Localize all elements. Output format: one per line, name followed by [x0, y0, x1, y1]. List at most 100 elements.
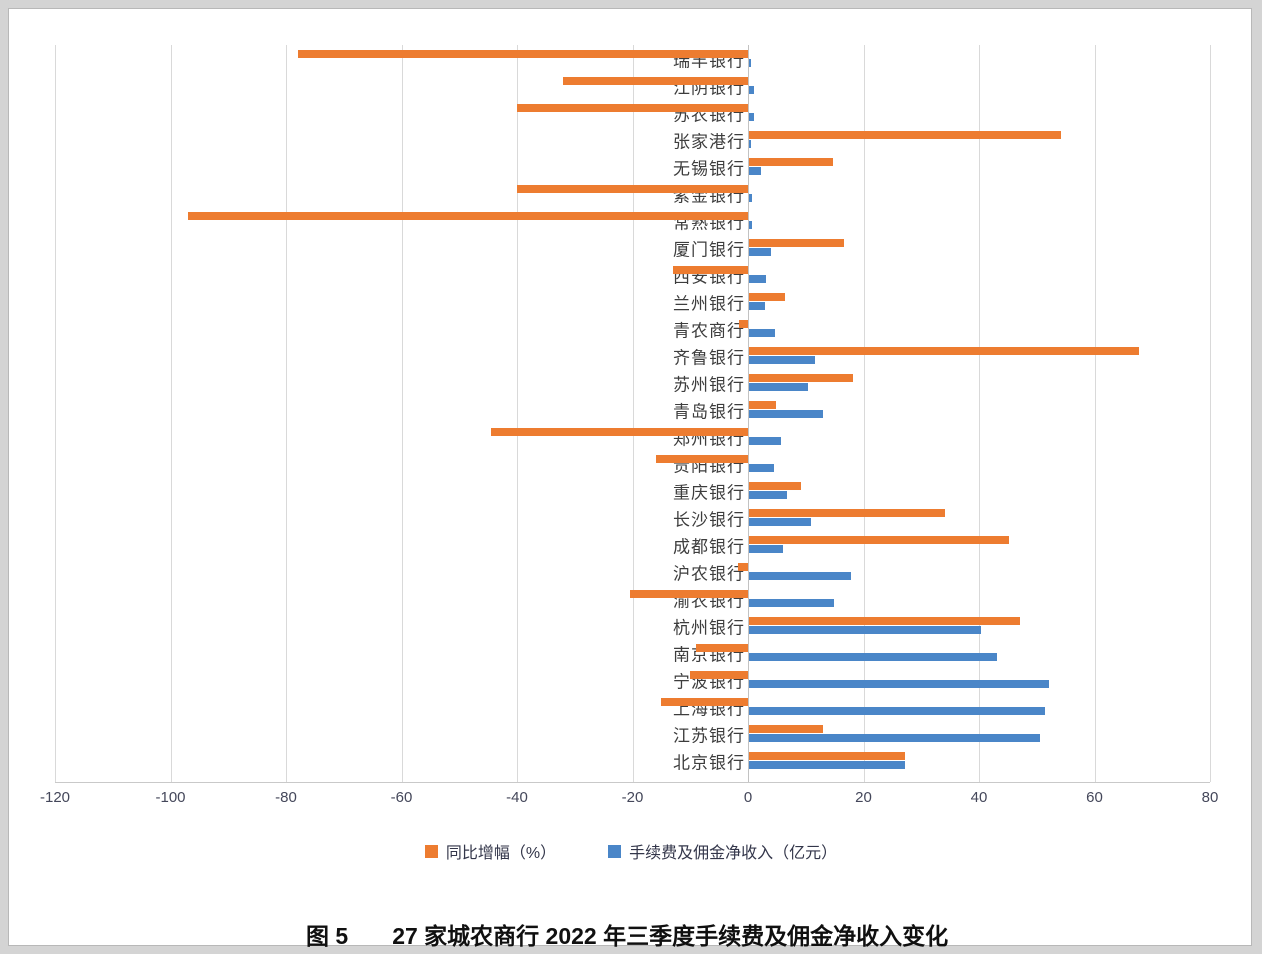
legend-swatch-growth-icon	[424, 844, 438, 858]
gridline	[170, 45, 172, 782]
bank-label: 北京银行	[673, 753, 745, 773]
income-bar	[749, 59, 751, 67]
growth-bar	[517, 185, 748, 193]
gridline	[863, 45, 865, 782]
growth-bar	[187, 212, 748, 220]
growth-bar	[655, 455, 748, 463]
gridline	[979, 45, 980, 782]
chart-legend: 同比增幅（%） 手续费及佣金净收入（亿元）	[9, 839, 1253, 863]
income-bar	[749, 518, 811, 526]
category-axis-line	[748, 45, 749, 782]
growth-bar	[749, 158, 833, 166]
growth-bar	[696, 644, 748, 652]
growth-bar	[297, 50, 748, 58]
gridline	[55, 45, 56, 782]
x-axis-tick-label: 0	[743, 789, 753, 806]
bank-label: 张家港行	[673, 132, 745, 152]
growth-bar	[749, 374, 853, 382]
income-bar	[749, 464, 774, 472]
x-axis-tick-label: 60	[1086, 789, 1103, 806]
bank-label: 齐鲁银行	[673, 348, 745, 368]
income-bar	[749, 113, 755, 121]
bank-label: 厦门银行	[673, 240, 745, 260]
income-bar	[749, 572, 852, 580]
gridline	[1094, 45, 1096, 782]
income-bar	[749, 680, 1050, 688]
bank-label: 兰州银行	[673, 294, 745, 314]
growth-bar	[749, 752, 905, 760]
growth-bar	[749, 401, 776, 409]
gridline	[632, 45, 634, 782]
growth-bar	[749, 239, 845, 247]
bank-label: 青农商行	[673, 321, 745, 341]
bank-label: 沪农银行	[673, 564, 745, 584]
legend-item-growth: 同比增幅（%）	[424, 839, 557, 863]
bank-label: 成都银行	[673, 537, 745, 557]
income-bar	[749, 626, 982, 634]
x-axis-tick-label: -80	[275, 789, 297, 806]
figure-caption: 图 5 27 家城农商行 2022 年三季度手续费及佣金净收入变化	[306, 917, 948, 951]
income-bar	[749, 734, 1041, 742]
growth-bar	[737, 563, 748, 571]
growth-bar	[749, 131, 1061, 139]
growth-bar	[491, 428, 748, 436]
income-bar	[749, 167, 761, 175]
gridline	[1210, 45, 1211, 782]
bank-label: 重庆银行	[673, 483, 745, 503]
income-bar	[749, 761, 905, 769]
x-axis-tick-label: 20	[855, 789, 872, 806]
bank-label: 杭州银行	[673, 618, 745, 638]
growth-bar	[749, 293, 786, 301]
x-axis-tick-label: 40	[970, 789, 988, 806]
gridline	[286, 45, 287, 782]
income-bar	[749, 86, 754, 94]
x-axis-tick-label: 80	[1201, 789, 1219, 806]
income-bar	[749, 275, 767, 283]
gridline	[401, 45, 403, 782]
income-bar	[749, 248, 771, 256]
bank-label: 苏州银行	[673, 375, 745, 395]
income-bar	[749, 545, 784, 553]
figure-number: 图 5	[306, 923, 349, 949]
income-bar	[749, 437, 782, 445]
bank-label: 无锡银行	[673, 159, 745, 179]
legend-label-income: 手续费及佣金净收入（亿元）	[629, 845, 838, 862]
growth-bar	[739, 320, 748, 328]
growth-bar	[749, 482, 801, 490]
legend-item-income: 手续费及佣金净收入（亿元）	[608, 839, 837, 863]
figure-title: 27 家城农商行 2022 年三季度手续费及佣金净收入变化	[392, 923, 949, 949]
x-axis-tick-label: -60	[390, 789, 413, 806]
income-bar	[749, 221, 752, 229]
income-bar	[749, 707, 1045, 715]
income-bar	[749, 140, 751, 148]
income-bar	[749, 491, 788, 499]
growth-bar	[749, 347, 1139, 355]
growth-bar	[563, 77, 748, 85]
growth-bar	[661, 698, 748, 706]
income-bar	[749, 599, 835, 607]
bank-label: 青岛银行	[673, 402, 745, 422]
income-bar	[749, 302, 765, 310]
bar-chart-plot-area: -120 -100 -80 -60 -40 -20 0 20 40 60 80 瑞丰银行 江阴银行 苏农银…	[9, 9, 1253, 889]
bank-label: 江苏银行	[673, 726, 745, 746]
income-bar	[749, 194, 752, 202]
x-axis-tick-label: -120	[39, 789, 71, 806]
income-bar	[749, 356, 816, 364]
chart-panel: -120 -100 -80 -60 -40 -20 0 20 40 60 80 瑞丰银行 江阴银行 苏农银…	[8, 8, 1253, 949]
growth-bar	[749, 617, 1021, 625]
growth-bar	[749, 536, 1009, 544]
growth-bar	[749, 725, 823, 733]
income-bar	[749, 329, 775, 337]
income-bar	[749, 410, 823, 418]
growth-bar	[672, 266, 748, 274]
x-axis-line	[55, 782, 1210, 783]
legend-swatch-income-icon	[608, 844, 622, 858]
bank-label: 长沙银行	[673, 510, 745, 530]
x-axis-tick-label: -20	[621, 789, 644, 806]
growth-bar	[690, 671, 748, 679]
legend-label-growth: 同比增幅（%）	[445, 845, 557, 862]
x-axis-tick-label: -100	[155, 789, 186, 806]
growth-bar	[517, 104, 748, 112]
growth-bar	[749, 509, 946, 517]
